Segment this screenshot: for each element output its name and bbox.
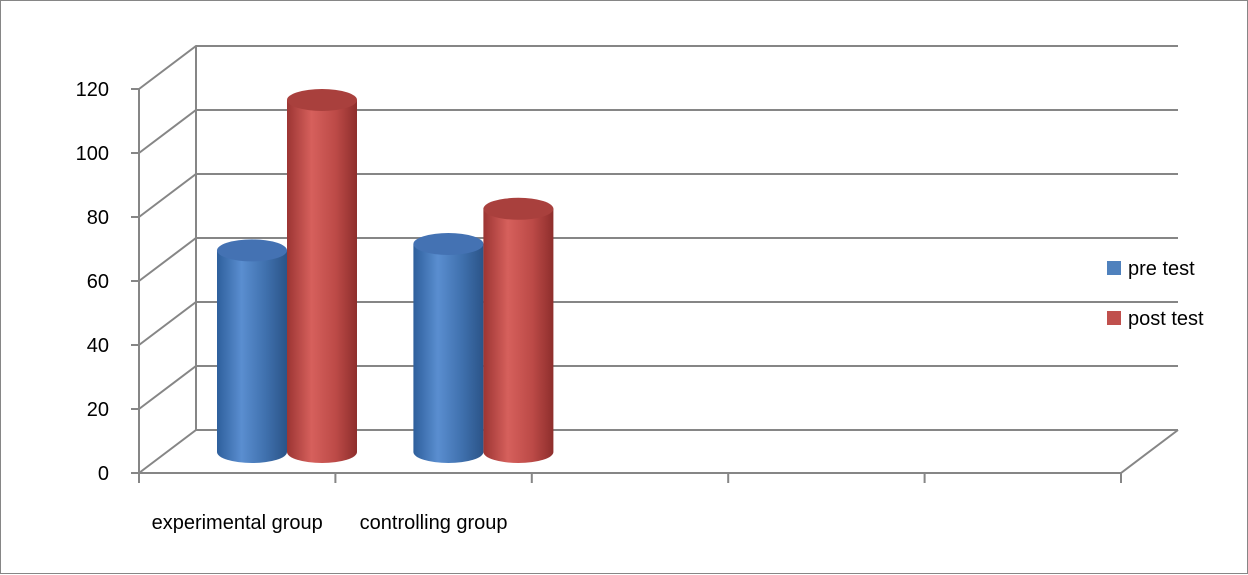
legend-label: post test xyxy=(1128,308,1204,330)
y-tick-label: 40 xyxy=(87,335,109,357)
x-category-label: controlling group xyxy=(360,512,508,534)
legend-swatch xyxy=(1107,261,1121,275)
legend-item: pre test xyxy=(1107,258,1195,280)
x-axis-categories: experimental group controlling group xyxy=(152,512,508,534)
bar-pre-test xyxy=(217,239,287,463)
bar-post-test xyxy=(483,197,554,463)
axes xyxy=(131,46,1179,483)
x-category-label: experimental group xyxy=(152,512,323,534)
y-tick-label: 20 xyxy=(87,399,109,421)
legend-label: pre test xyxy=(1128,258,1195,280)
y-tick-label: 120 xyxy=(76,79,109,101)
y-axis-ticks: 0 20 40 60 80 100 120 xyxy=(76,79,109,485)
y-tick-label: 100 xyxy=(76,143,109,165)
gridline xyxy=(138,45,1178,90)
bar-pre-test xyxy=(413,233,484,463)
legend: pre test post test xyxy=(1107,258,1204,330)
y-tick-label: 0 xyxy=(98,463,109,485)
bars xyxy=(217,89,554,463)
y-tick-label: 60 xyxy=(87,271,109,293)
bar-post-test xyxy=(287,89,357,463)
y-tick-label: 80 xyxy=(87,207,109,229)
legend-swatch xyxy=(1107,311,1121,325)
legend-item: post test xyxy=(1107,308,1204,330)
